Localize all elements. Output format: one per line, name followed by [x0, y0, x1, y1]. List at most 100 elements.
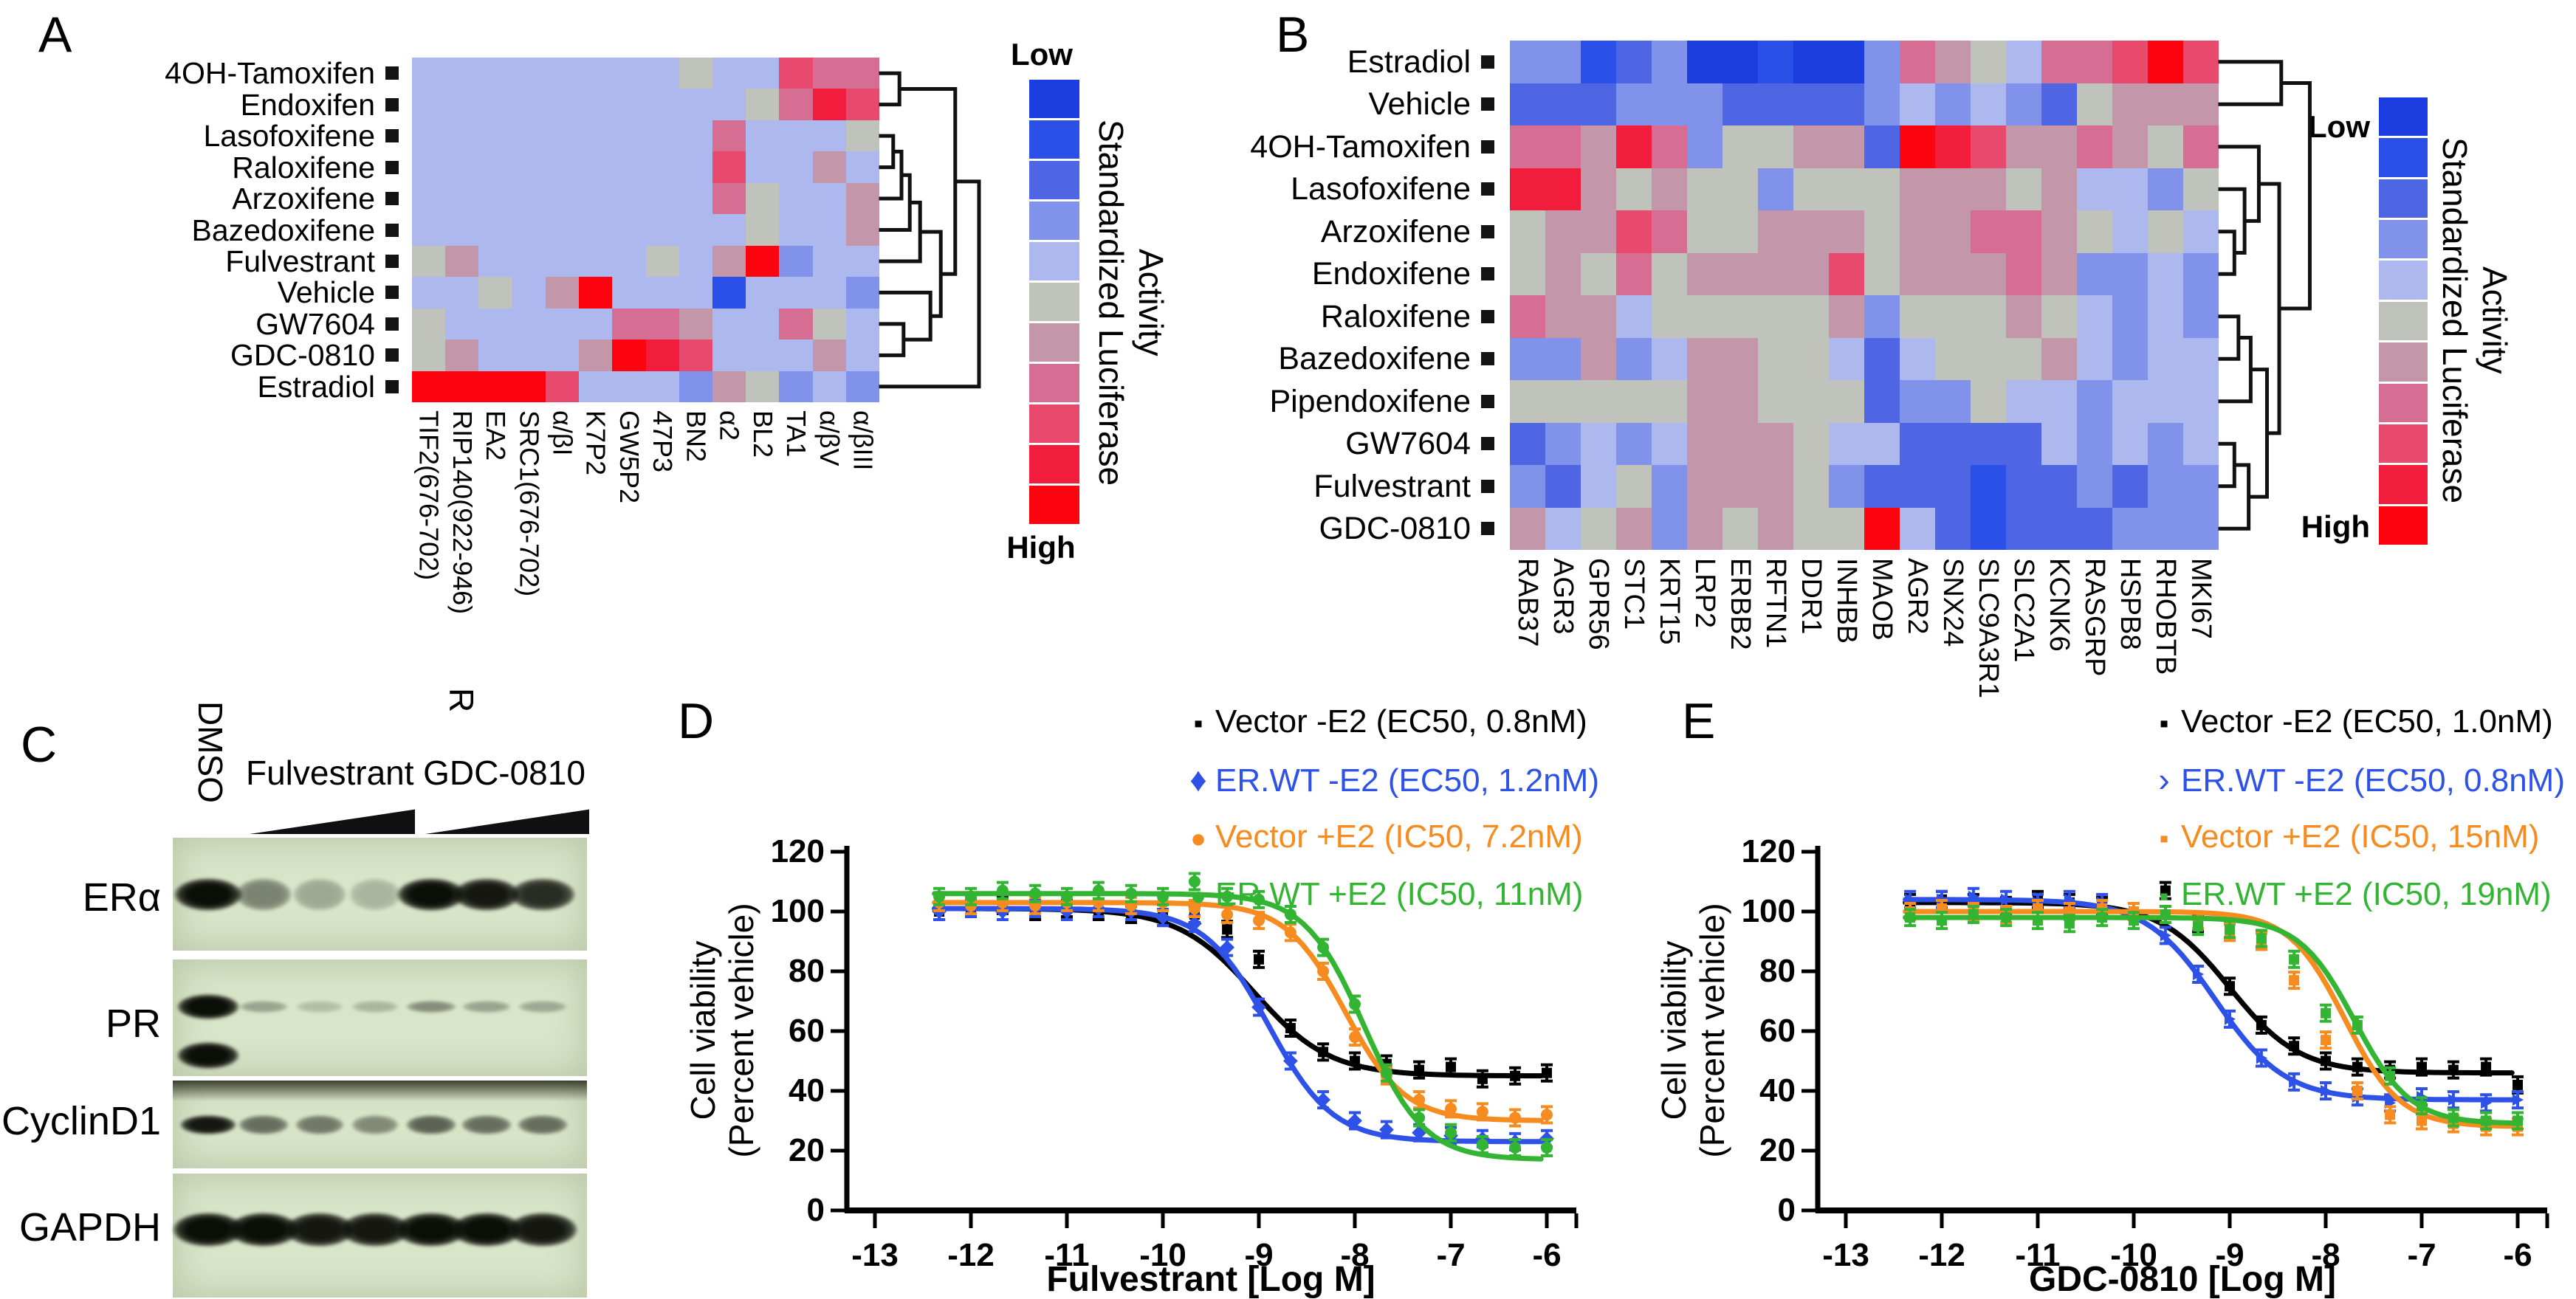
- blot-2: [173, 959, 587, 1076]
- heatmap-a-col-label: EA2: [481, 410, 512, 461]
- heatmap-cell: [2041, 83, 2077, 125]
- heatmap-cell: [1758, 41, 1793, 83]
- heatmap-cell: [612, 120, 646, 152]
- heatmap-cell: [845, 308, 879, 340]
- blot-band: [461, 1115, 512, 1134]
- heatmap-b-col-label: SNX24: [1937, 558, 1968, 647]
- plot-e-legend-entry: ▪ Vector -E2 (EC50, 1.0nM): [2147, 703, 2553, 742]
- blot-band: [518, 1001, 567, 1013]
- plot-e-x-tick-label: -7: [2407, 1237, 2436, 1273]
- plot-d-x-tick-label: -8: [1340, 1237, 1370, 1273]
- blot-band: [518, 1115, 568, 1134]
- heatmap-cell: [1900, 83, 1935, 125]
- heatmap-cell: [2148, 210, 2183, 253]
- plot-e-marker: [2064, 893, 2075, 906]
- heatmap-cell: [2041, 252, 2077, 295]
- panel-a-letter: A: [38, 7, 72, 63]
- heatmap-b-row-label: Endoxifene: [1311, 256, 1471, 292]
- heatmap-a-row-marker: [385, 317, 399, 331]
- heatmap-cell: [1971, 168, 2006, 210]
- heatmap-cell: [845, 245, 879, 278]
- heatmap-cell: [2041, 465, 2077, 508]
- heatmap-a-row-label: Arzoxifene: [232, 182, 375, 216]
- heatmap-a-col-label: α/βI: [547, 410, 578, 456]
- heatmap-b-row-marker: [1481, 352, 1494, 366]
- heatmap-cell: [1864, 210, 1900, 253]
- plot-d-marker: [965, 890, 977, 903]
- heatmap-b-col-label: MKI67: [2185, 558, 2216, 639]
- plot-d-y-tick-label: 0: [806, 1192, 825, 1228]
- heatmap-cell: [1900, 210, 1935, 253]
- heatmap-a-col-label: GW5P2: [614, 410, 645, 504]
- heatmap-cell: [2183, 380, 2219, 423]
- heatmap-cell: [679, 245, 712, 278]
- heatmap-cell: [1758, 252, 1793, 295]
- plot-d-marker: [1125, 887, 1138, 900]
- heatmap-cell: [2006, 41, 2041, 83]
- heatmap-cell: [1545, 337, 1581, 380]
- heatmap-cell: [1758, 125, 1793, 168]
- heatmap-cell: [1687, 337, 1723, 380]
- plot-d-marker: [1317, 965, 1330, 977]
- plot-e-y-tick-label: 100: [1741, 893, 1796, 929]
- heatmap-cell: [478, 182, 512, 215]
- heatmap-cell: [2077, 210, 2112, 253]
- heatmap-cell: [1545, 41, 1581, 83]
- heatmap-cell: [478, 308, 512, 340]
- colorbar-b-title-line1: Standardized Luciferase: [2436, 137, 2474, 504]
- plot-d-y-tick-label: 40: [789, 1072, 825, 1109]
- heatmap-cell: [2183, 252, 2219, 295]
- heatmap-a-col-label: K7P2: [580, 410, 611, 476]
- heatmap-cell: [1971, 465, 2006, 508]
- heatmap-cell: [412, 120, 446, 152]
- heatmap-cell: [512, 371, 546, 402]
- heatmap-cell: [1616, 422, 1652, 465]
- heatmap-cell: [645, 214, 679, 246]
- legend-label: ER.WT +E2 (IC50, 19nM): [2181, 876, 2552, 912]
- plot-e-marker: [2225, 1013, 2236, 1025]
- colorbar-swatch: [1029, 80, 1079, 118]
- heatmap-cell: [579, 371, 613, 402]
- heatmap-cell: [2041, 125, 2077, 168]
- plot-e-marker: [2481, 1097, 2493, 1109]
- plot-e-marker: [2321, 1055, 2331, 1067]
- colorbar-swatch: [2379, 383, 2428, 422]
- heatmap-cell: [478, 277, 512, 309]
- colorbar-b-low-label: Low: [2308, 109, 2370, 144]
- heatmap-cell: [1581, 210, 1616, 253]
- heatmap-b-row-label: GDC-0810: [1319, 511, 1471, 547]
- heatmap-b-col-label: RASGRP: [2079, 558, 2110, 677]
- heatmap-cell: [1581, 507, 1616, 550]
- heatmap-cell: [1864, 295, 1900, 338]
- heatmap-cell: [478, 245, 512, 278]
- heatmap-cell: [746, 214, 780, 246]
- heatmap-cell: [812, 89, 846, 120]
- plot-d-y-tick-label: 120: [770, 833, 825, 869]
- heatmap-cell: [1723, 465, 1758, 508]
- plot-d-x-tick-label: -7: [1436, 1237, 1466, 1273]
- plot-d-marker: [1222, 924, 1233, 935]
- heatmap-cell: [545, 120, 580, 152]
- plot-d-marker: [1539, 1131, 1554, 1146]
- heatmap-cell: [545, 182, 580, 215]
- plot-e-marker: [1905, 906, 1916, 917]
- plot-e-marker: [2289, 1075, 2301, 1088]
- blot-band: [348, 878, 402, 911]
- plot-d-marker: [933, 896, 946, 909]
- plot-d-marker: [1061, 890, 1073, 903]
- plot-d-marker: [1091, 901, 1106, 916]
- heatmap-cell: [1652, 380, 1687, 423]
- heatmap-cell: [679, 277, 712, 309]
- plot-d-marker: [934, 906, 945, 917]
- plot-e-marker: [2001, 900, 2012, 911]
- plot-e-marker: [2033, 915, 2043, 926]
- heatmap-cell: [2112, 168, 2148, 210]
- heatmap-cell: [579, 151, 613, 183]
- heatmap-cell: [579, 245, 613, 278]
- heatmap-cell: [1723, 210, 1758, 253]
- heatmap-cell: [1793, 422, 1829, 465]
- plot-e-legend-entry: › ER.WT -E2 (EC50, 0.8nM): [2147, 760, 2565, 800]
- heatmap-cell: [1829, 380, 1864, 423]
- heatmap-b-col-label: LRP2: [1689, 558, 1720, 629]
- heatmap-cell: [779, 308, 813, 340]
